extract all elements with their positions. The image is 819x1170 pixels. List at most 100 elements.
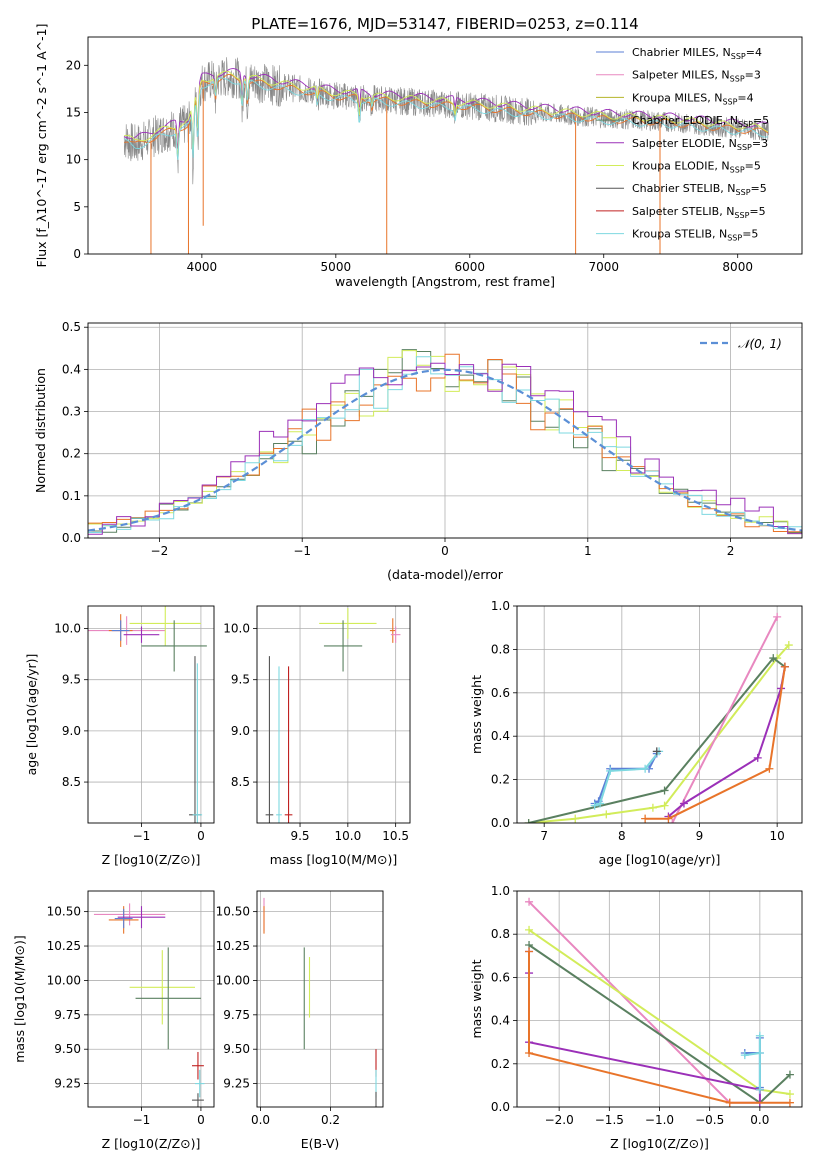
x-tick-label: −2.0	[545, 1113, 574, 1127]
weight-point	[664, 814, 673, 823]
x-tick-label: 9	[696, 829, 704, 843]
normal-distribution-line	[88, 368, 802, 532]
x-tick-label: 7	[540, 829, 548, 843]
y-tick-label: 10.0	[54, 622, 81, 636]
weight-point	[641, 764, 650, 773]
weight-point	[525, 925, 534, 934]
x-tick-label: −1	[293, 544, 311, 558]
y-tick-label: 0.8	[491, 642, 510, 656]
weight-point	[525, 947, 534, 956]
weight-point	[773, 612, 782, 621]
model-spectrum-line	[124, 70, 769, 156]
y-tick-label: 10	[66, 153, 81, 167]
y-tick-label: 0.0	[491, 816, 510, 830]
y-axis-label: mass weight	[469, 959, 484, 1038]
weight-point	[784, 641, 793, 650]
plot-area	[88, 606, 207, 823]
y-tick-label: 0.6	[491, 970, 510, 984]
x-tick-label: 8000	[722, 260, 753, 274]
axes-frame	[516, 605, 803, 824]
x-axis-label: E(B-V)	[301, 1136, 340, 1151]
x-axis-label: Z [log10(Z/Z⊙)]	[102, 1136, 201, 1151]
y-tick-label: 9.25	[223, 1077, 250, 1091]
x-tick-label: 10.0	[334, 829, 361, 843]
y-tick-label: 5	[73, 200, 81, 214]
axes-frame	[87, 605, 215, 824]
x-tick-label: −2	[151, 544, 169, 558]
y-tick-label: 0.1	[62, 489, 81, 503]
weight-point	[525, 897, 534, 906]
weight-point	[755, 1049, 764, 1057]
x-tick-label: 1	[584, 544, 592, 558]
x-tick-label: −1.5	[595, 1113, 624, 1127]
axes-frame	[87, 890, 215, 1108]
weight-point	[606, 766, 615, 775]
y-tick-label: 10.25	[47, 939, 81, 953]
weight-point	[755, 1031, 764, 1040]
axes-frame	[256, 890, 384, 1108]
legend-entry: Kroupa ELODIE, NSSP=5	[632, 160, 761, 175]
x-axis-label: (data-model)/error	[387, 567, 504, 582]
y-tick-label: 9.50	[54, 1042, 81, 1056]
y-tick-label: 10.25	[216, 939, 250, 953]
plot-area	[263, 897, 377, 1107]
panel-mass-vs-Z: −1 0 9.25 9.50 9.75 10.00 10.25 10.50 Z [log10(Z…	[12, 890, 215, 1151]
legend-entry: Salpeter ELODIE, NSSP=3	[632, 137, 768, 152]
y-tick-label: 9.50	[223, 1042, 250, 1056]
legend-entry: 𝒩(0, 1)	[738, 337, 782, 351]
y-tick-label: 9.0	[62, 724, 81, 738]
weight-line	[645, 666, 786, 820]
x-tick-label: 5000	[321, 260, 352, 274]
y-axis-label: Flux [f_λ10^-17 erg cm^-2 s^-1 A^-1]	[34, 24, 49, 268]
y-axis-label: Normed distribution	[33, 368, 48, 493]
panel-residuals: −2 −1 0 1 2 0.0 0.1 0.2 0.3 0.4 0.5 𝒩(0, 1) (data-mo…	[33, 320, 803, 582]
y-tick-label: 15	[66, 105, 81, 119]
model-spectrum-line	[123, 68, 769, 153]
weight-point	[590, 801, 599, 810]
weight-point	[668, 819, 677, 823]
x-tick-label: 4000	[187, 260, 218, 274]
legend-entry: Chabrier STELIB, NSSP=5	[632, 182, 767, 197]
y-tick-label: 0.4	[491, 729, 510, 743]
legend-entry: Kroupa MILES, NSSP=4	[632, 91, 754, 106]
x-tick-label: −1	[133, 829, 151, 843]
y-tick-label: 20	[66, 58, 81, 72]
weight-point	[652, 747, 661, 756]
weight-point	[785, 1090, 794, 1099]
x-tick-label: 0.0	[251, 1113, 270, 1127]
weight-line	[528, 656, 786, 823]
legend-entry: Kroupa STELIB, NSSP=5	[632, 228, 758, 243]
x-tick-label: 0.0	[750, 1113, 769, 1127]
y-axis-label: mass [log10(M/M⊙)]	[12, 935, 27, 1063]
y-tick-label: 9.75	[54, 1008, 81, 1022]
x-tick-label: 9.5	[290, 829, 309, 843]
weight-point	[596, 799, 605, 808]
y-tick-label: 1.0	[491, 884, 510, 898]
y-tick-label: 0.0	[62, 531, 81, 545]
y-tick-label: 1.0	[491, 599, 510, 613]
weight-point	[571, 814, 580, 823]
y-tick-label: 0.0	[491, 1100, 510, 1114]
x-tick-label: 6000	[455, 260, 486, 274]
y-tick-label: 0.2	[491, 1057, 510, 1071]
weight-point	[525, 1049, 534, 1057]
weight-point	[660, 801, 669, 810]
x-tick-label: 0	[441, 544, 449, 558]
model-spectrum-line	[124, 73, 769, 159]
y-axis-label: mass weight	[469, 675, 484, 754]
y-tick-label: 0.4	[491, 1014, 510, 1028]
plot-area	[265, 608, 401, 823]
weight-point	[679, 799, 688, 808]
x-tick-label: 0.2	[321, 1113, 340, 1127]
x-tick-label: 7000	[588, 260, 619, 274]
weight-point	[785, 1098, 794, 1107]
y-tick-label: 9.25	[54, 1077, 81, 1091]
plot-area	[93, 903, 205, 1107]
weight-point	[765, 764, 774, 773]
y-tick-label: 8.5	[231, 775, 250, 789]
weight-line	[671, 616, 778, 823]
panel-mass-vs-EBV: 0.0 0.2 9.25 9.50 9.75 10.00 10.25 10.50 E(B-V)	[216, 890, 384, 1151]
axes-frame	[87, 36, 803, 255]
x-tick-label: 10	[770, 829, 785, 843]
y-tick-label: 0.6	[491, 686, 510, 700]
